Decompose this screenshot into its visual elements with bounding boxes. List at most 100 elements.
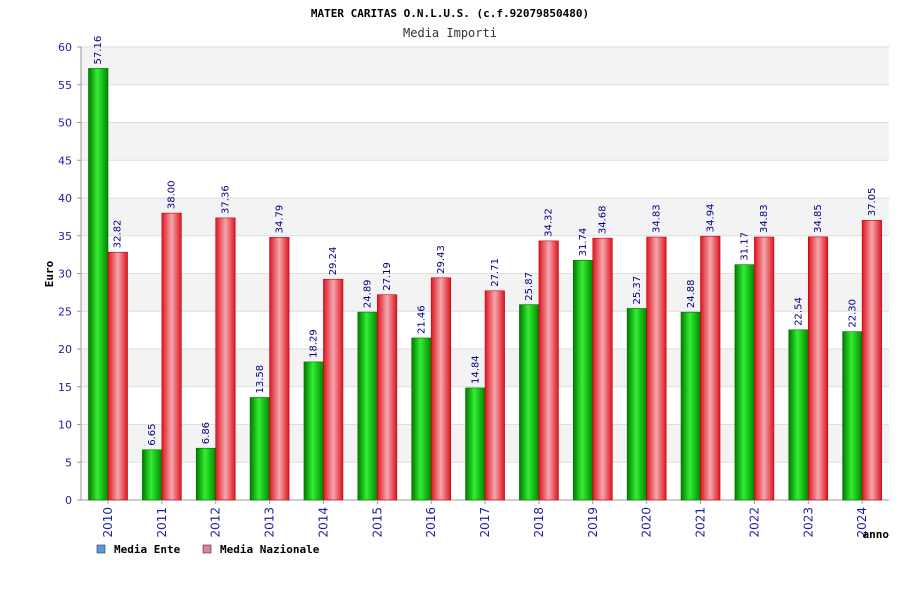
x-tick-label: 2022: [747, 507, 761, 538]
bar-media-ente: [519, 304, 540, 501]
bar-media-ente: [411, 337, 432, 501]
value-label: 14.84: [470, 355, 481, 384]
y-tick-label: 5: [65, 456, 72, 469]
bar-media-nazionale: [646, 236, 667, 501]
value-label: 38.00: [167, 180, 178, 209]
value-label: 31.74: [578, 228, 589, 257]
value-label: 29.24: [328, 247, 339, 276]
bar-media-nazionale: [700, 235, 721, 501]
y-tick-label: 10: [58, 419, 72, 432]
value-label: 57.16: [93, 36, 104, 65]
value-label: 34.32: [544, 208, 555, 237]
value-label: 27.19: [382, 262, 393, 291]
y-tick-label: 20: [58, 343, 72, 356]
value-label: 22.54: [794, 297, 805, 326]
bar-media-ente: [88, 68, 109, 501]
x-tick-label: 2023: [801, 507, 815, 538]
x-tick-label: 2014: [316, 507, 330, 538]
bar-media-ente: [142, 449, 163, 501]
value-label: 34.83: [759, 204, 770, 233]
y-tick-label: 35: [58, 230, 72, 243]
x-tick-label: 2018: [532, 507, 546, 538]
value-label: 37.05: [867, 188, 878, 217]
y-tick-label: 45: [58, 154, 72, 167]
x-tick-label: 2012: [209, 507, 223, 538]
bar-media-ente: [680, 311, 701, 501]
bar-media-nazionale: [161, 212, 182, 501]
legend: Media Ente Media Nazionale: [96, 543, 320, 556]
y-axis-ticks: 0 5 10 15 20 25 30 35 40 45 50 55 60: [58, 41, 81, 507]
x-tick-label: 2020: [640, 507, 654, 538]
value-label: 34.68: [598, 206, 609, 235]
legend-label: Media Ente: [114, 543, 181, 556]
bar-media-ente: [249, 397, 270, 501]
bar-media-nazionale: [807, 236, 829, 501]
legend-label: Media Nazionale: [220, 543, 320, 556]
bar-media-ente: [842, 331, 863, 501]
x-tick-label: 2017: [478, 507, 492, 538]
value-label: 27.71: [490, 258, 501, 287]
bar-media-nazionale: [323, 278, 344, 501]
bar-media-ente: [303, 361, 324, 501]
value-label: 29.43: [436, 245, 447, 274]
y-tick-label: 0: [65, 494, 72, 507]
chart-title: MATER CARITAS O.N.L.U.S. (c.f.9207985048…: [311, 7, 589, 20]
y-tick-label: 25: [58, 305, 72, 318]
bar-media-ente: [626, 308, 647, 501]
value-label: 24.89: [363, 279, 374, 308]
bar-media-nazionale: [107, 251, 128, 501]
x-tick-label: 2016: [424, 507, 438, 538]
y-tick-label: 30: [58, 268, 72, 281]
y-tick-label: 55: [58, 79, 72, 92]
bar-media-nazionale: [377, 294, 398, 501]
value-label: 32.82: [113, 220, 124, 249]
y-tick-label: 50: [58, 117, 72, 130]
value-label: 34.79: [274, 205, 285, 234]
value-label: 37.36: [220, 185, 231, 214]
x-tick-label: 2024: [855, 507, 869, 538]
value-label: 34.83: [651, 204, 662, 233]
value-label: 31.17: [740, 232, 751, 261]
y-tick-label: 15: [58, 381, 72, 394]
value-label: 34.85: [813, 204, 824, 233]
x-axis-label: anno: [863, 528, 890, 541]
y-tick-label: 40: [58, 192, 72, 205]
value-label: 25.87: [524, 272, 535, 301]
bars: [88, 68, 882, 501]
x-tick-label: 2015: [370, 507, 384, 538]
value-label: 34.94: [705, 204, 716, 233]
bar-media-nazionale: [861, 219, 882, 501]
value-label: 18.29: [309, 329, 320, 358]
bar-media-ente: [195, 447, 217, 501]
plot-band: [81, 84, 889, 123]
x-tick-label: 2010: [101, 507, 115, 538]
plot-band: [81, 160, 889, 198]
chart-subtitle: Media Importi: [403, 26, 497, 40]
value-labels: 57.16 32.82 6.65 38.00 6.86 37.36 13.58 34.79 18…: [93, 36, 878, 446]
bar-media-nazionale: [430, 277, 452, 501]
x-tick-label: 2019: [586, 507, 600, 538]
value-label: 25.37: [632, 276, 643, 305]
bar-media-nazionale: [538, 240, 559, 501]
bar-media-ente: [734, 264, 755, 501]
bar-media-ente: [788, 329, 809, 501]
value-label: 21.46: [416, 305, 427, 334]
y-tick-label: 60: [58, 41, 72, 54]
bar-media-nazionale: [754, 236, 775, 501]
legend-swatch: [96, 544, 106, 554]
bar-media-nazionale: [484, 290, 505, 501]
legend-swatch: [202, 544, 212, 554]
plot-band: [81, 47, 889, 85]
y-axis-label: Euro: [43, 260, 56, 287]
x-axis-ticks: 2010 2011 2012 2013 2014 2015 2016 2017 2018 2019…: [101, 500, 869, 538]
bar-media-nazionale: [215, 217, 236, 501]
value-label: 22.30: [847, 299, 858, 328]
x-tick-label: 2021: [694, 507, 708, 538]
value-label: 24.88: [686, 280, 697, 309]
x-tick-label: 2013: [263, 507, 277, 538]
value-label: 6.86: [201, 422, 212, 444]
value-label: 13.58: [255, 365, 266, 394]
x-tick-label: 2011: [155, 507, 169, 538]
value-label: 6.65: [147, 424, 158, 446]
